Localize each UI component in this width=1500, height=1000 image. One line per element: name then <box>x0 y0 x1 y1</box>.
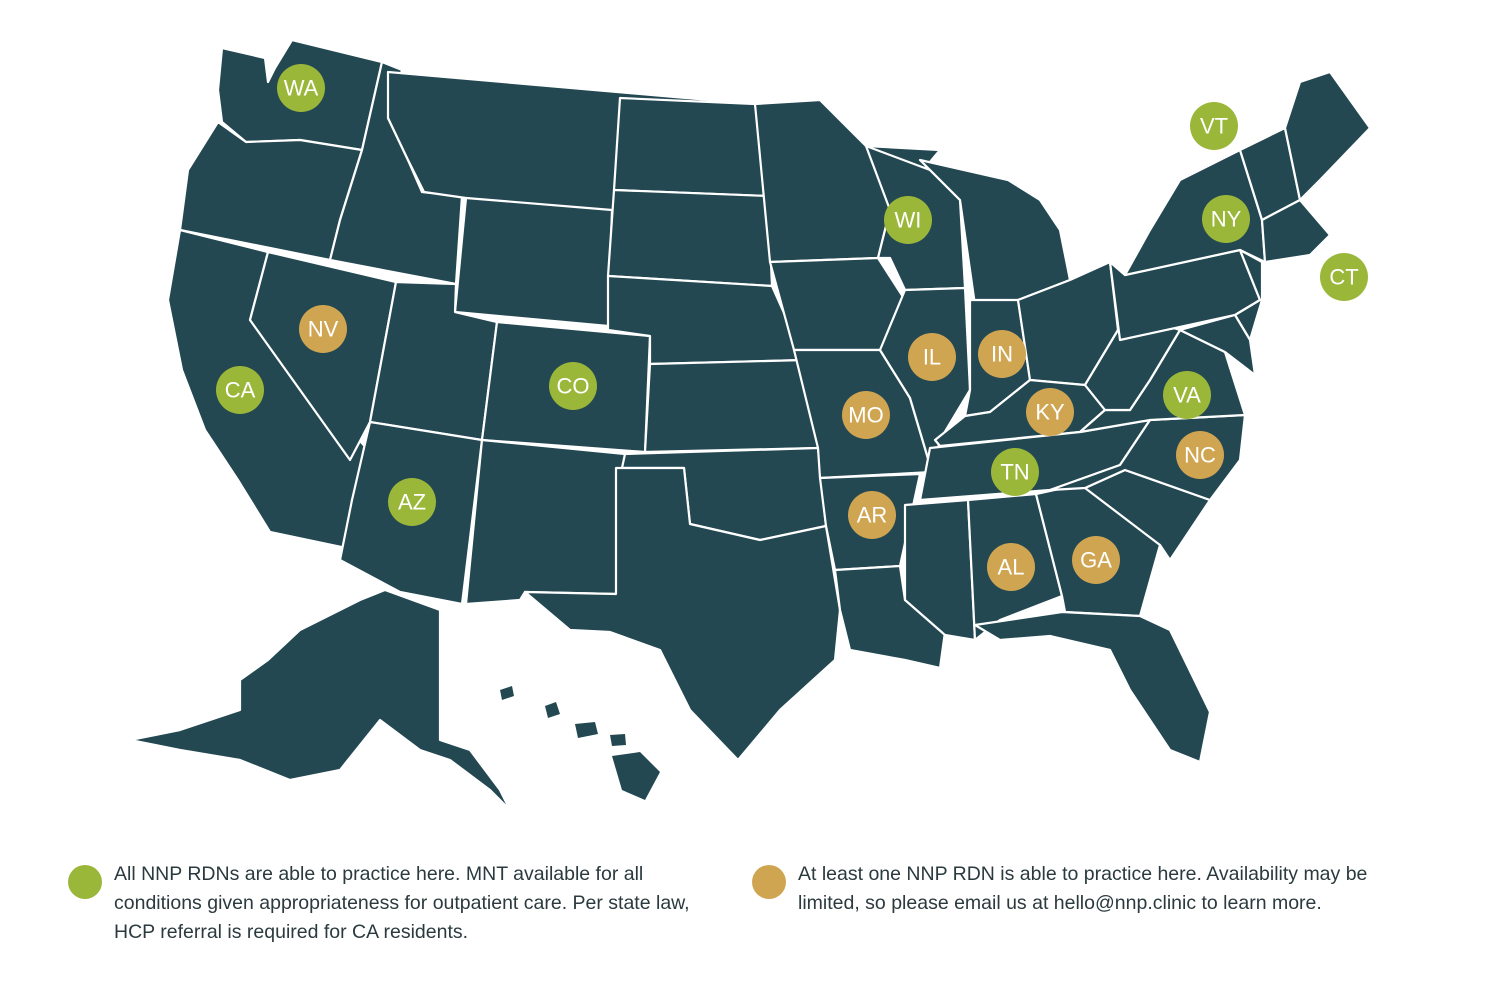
state-marker-wi: WI <box>884 196 932 244</box>
marker-label: WI <box>895 208 922 233</box>
marker-label: AL <box>998 555 1025 580</box>
state-marker-il: IL <box>908 333 956 381</box>
state-shape-fl <box>973 610 1212 764</box>
marker-label: NV <box>308 317 339 342</box>
state-marker-wa: WA <box>277 64 325 112</box>
state-marker-tn: TN <box>991 448 1039 496</box>
marker-circle <box>1163 371 1211 419</box>
marker-label: KY <box>1035 400 1065 425</box>
marker-circle <box>549 362 597 410</box>
state-shapes <box>128 38 1372 812</box>
marker-circle <box>848 491 896 539</box>
state-marker-in: IN <box>978 330 1026 378</box>
marker-label: TN <box>1000 460 1029 485</box>
state-shape-nd <box>612 96 770 198</box>
state-shape-sd <box>606 188 774 288</box>
marker-label: IN <box>991 342 1013 367</box>
state-marker-co: CO <box>549 362 597 410</box>
marker-circle <box>1190 102 1238 150</box>
state-marker-al: AL <box>987 543 1035 591</box>
marker-circle <box>987 543 1035 591</box>
marker-circle <box>299 305 347 353</box>
state-marker-va: VA <box>1163 371 1211 419</box>
marker-circle <box>1202 195 1250 243</box>
state-marker-ct: CT <box>1320 253 1368 301</box>
legend: All NNP RDNs are able to practice here. … <box>0 850 1500 970</box>
hawaii-island-1 <box>500 686 514 700</box>
marker-circle <box>978 330 1026 378</box>
marker-label: VT <box>1200 114 1228 139</box>
state-shape-de-md <box>1178 313 1257 377</box>
state-marker-vt: VT <box>1190 102 1238 150</box>
marker-circle <box>1026 388 1074 436</box>
state-marker-mo: MO <box>842 391 890 439</box>
marker-circle <box>884 196 932 244</box>
state-shape-ms <box>903 498 977 642</box>
marker-label: CA <box>225 378 256 403</box>
legend-text-all-practice: All NNP RDNs are able to practice here. … <box>114 863 690 943</box>
us-map-svg: WA VT WI NY CT NV IL IN CA CO VA MO KY NC TN AZ AR AL GA <box>128 38 1372 812</box>
legend-dot-some-practice <box>752 865 786 899</box>
state-shape-wy <box>453 196 614 328</box>
marker-circle <box>991 448 1039 496</box>
state-marker-az: AZ <box>388 478 436 526</box>
marker-label: NC <box>1184 443 1216 468</box>
hawaii-island-5 <box>612 752 660 800</box>
state-marker-nc: NC <box>1176 431 1224 479</box>
state-marker-ca: CA <box>216 366 264 414</box>
marker-circle <box>842 391 890 439</box>
marker-circle <box>388 478 436 526</box>
legend-item-some-practice: At least one NNP RDN is able to practice… <box>752 860 1432 918</box>
state-shape-tx <box>523 466 842 762</box>
marker-label: AZ <box>398 490 426 515</box>
state-shape-nm <box>464 438 627 606</box>
marker-label: MO <box>848 403 883 428</box>
marker-circle <box>908 333 956 381</box>
marker-circle <box>1072 536 1120 584</box>
marker-label: CO <box>557 374 590 399</box>
legend-dot-all-practice <box>68 865 102 899</box>
hawaii-island-4 <box>610 734 626 746</box>
marker-label: NY <box>1211 207 1242 232</box>
state-marker-ar: AR <box>848 491 896 539</box>
marker-label: VA <box>1173 383 1201 408</box>
state-shape-nv <box>248 250 398 462</box>
state-marker-ga: GA <box>1072 536 1120 584</box>
marker-circle <box>277 64 325 112</box>
marker-label: WA <box>284 76 319 101</box>
marker-label: CT <box>1329 265 1358 290</box>
marker-label: GA <box>1080 548 1112 573</box>
state-marker-ny: NY <box>1202 195 1250 243</box>
state-markers: WA VT WI NY CT NV IL IN CA CO VA MO KY NC TN AZ AR AL GA <box>216 64 1368 591</box>
marker-label: IL <box>923 345 941 370</box>
us-map: WA VT WI NY CT NV IL IN CA CO VA MO KY NC TN AZ AR AL GA <box>128 38 1372 812</box>
marker-circle <box>1176 431 1224 479</box>
state-shape-me <box>1283 70 1372 202</box>
hawaii-island-3 <box>575 722 598 738</box>
state-marker-nv: NV <box>299 305 347 353</box>
marker-circle <box>216 366 264 414</box>
state-marker-ky: KY <box>1026 388 1074 436</box>
legend-text-some-practice: At least one NNP RDN is able to practice… <box>798 863 1368 914</box>
state-shape-ks <box>643 358 820 454</box>
state-shape-la <box>833 564 952 670</box>
hawaii-island-2 <box>545 702 560 718</box>
marker-label: AR <box>857 503 888 528</box>
marker-circle <box>1320 253 1368 301</box>
state-shape-ak <box>128 588 512 812</box>
legend-item-all-practice: All NNP RDNs are able to practice here. … <box>68 860 718 947</box>
state-shape-ma-ct_ri <box>1260 198 1332 264</box>
islands-layer <box>500 686 660 800</box>
